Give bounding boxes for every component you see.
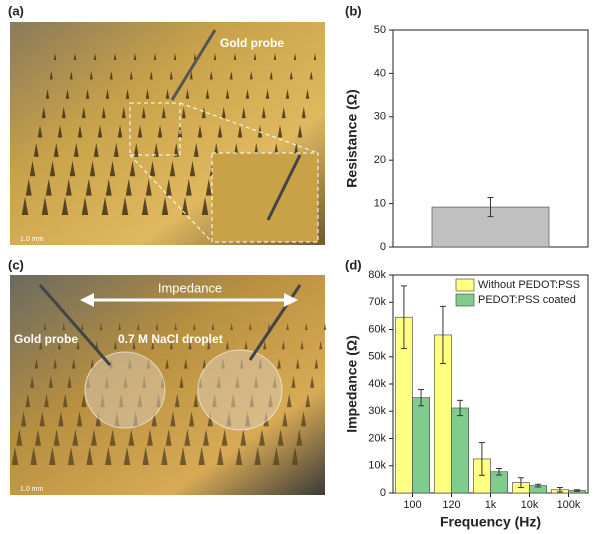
y-tick-label: 50k — [368, 351, 386, 363]
y-tick-label: 20k — [368, 432, 386, 444]
x-tick-label: 100k — [557, 499, 581, 511]
y-tick-label: 20 — [374, 154, 386, 166]
legend-label: PEDOT:PSS coated — [478, 294, 576, 306]
bar — [452, 408, 469, 493]
photo-label: Impedance — [158, 280, 222, 295]
y-tick-label: 70k — [368, 296, 386, 308]
x-tick-label: 100 — [403, 499, 421, 511]
photo-c: Impedance Gold probe 0.7 M NaCl droplet … — [10, 275, 326, 495]
x-tick-label: 120 — [442, 499, 460, 511]
panel-label: (a) — [8, 3, 24, 18]
y-tick-label: 30 — [374, 111, 386, 123]
scale-label: 1.0 mm — [20, 486, 44, 493]
y-tick-label: 40k — [368, 378, 386, 390]
y-axis-label: Impedance (Ω) — [344, 335, 360, 433]
figure: Gold probe 1.0 mm Impedance Gold probe 0… — [0, 0, 610, 534]
y-tick-label: 50 — [374, 24, 386, 36]
x-tick-label: 1k — [485, 499, 497, 511]
y-tick-label: 80k — [368, 269, 386, 281]
x-axis-label: Frequency (Hz) — [440, 514, 541, 530]
bar — [413, 398, 430, 493]
panel-label: (b) — [345, 3, 362, 18]
y-tick-label: 10k — [368, 460, 386, 472]
photo-label: Gold probe — [220, 36, 284, 50]
legend-label: Without PEDOT:PSS — [478, 279, 580, 291]
y-tick-label: 10 — [374, 198, 386, 210]
photo-a: Gold probe 1.0 mm — [10, 22, 325, 245]
panel-label: (c) — [8, 257, 24, 272]
y-tick-label: 0 — [380, 487, 386, 499]
photo-label: 0.7 M NaCl droplet — [118, 332, 223, 346]
y-tick-label: 60k — [368, 323, 386, 335]
y-tick-label: 40 — [374, 67, 386, 79]
legend-swatch — [456, 279, 474, 291]
scale-label: 1.0 mm — [20, 236, 44, 243]
x-tick-label: 10k — [521, 499, 539, 511]
y-tick-label: 30k — [368, 405, 386, 417]
y-axis-label: Resistance (Ω) — [344, 89, 360, 187]
panel-label: (d) — [345, 257, 362, 272]
legend-swatch — [456, 294, 474, 306]
photo-label: Gold probe — [14, 332, 78, 346]
y-tick-label: 0 — [380, 241, 386, 253]
